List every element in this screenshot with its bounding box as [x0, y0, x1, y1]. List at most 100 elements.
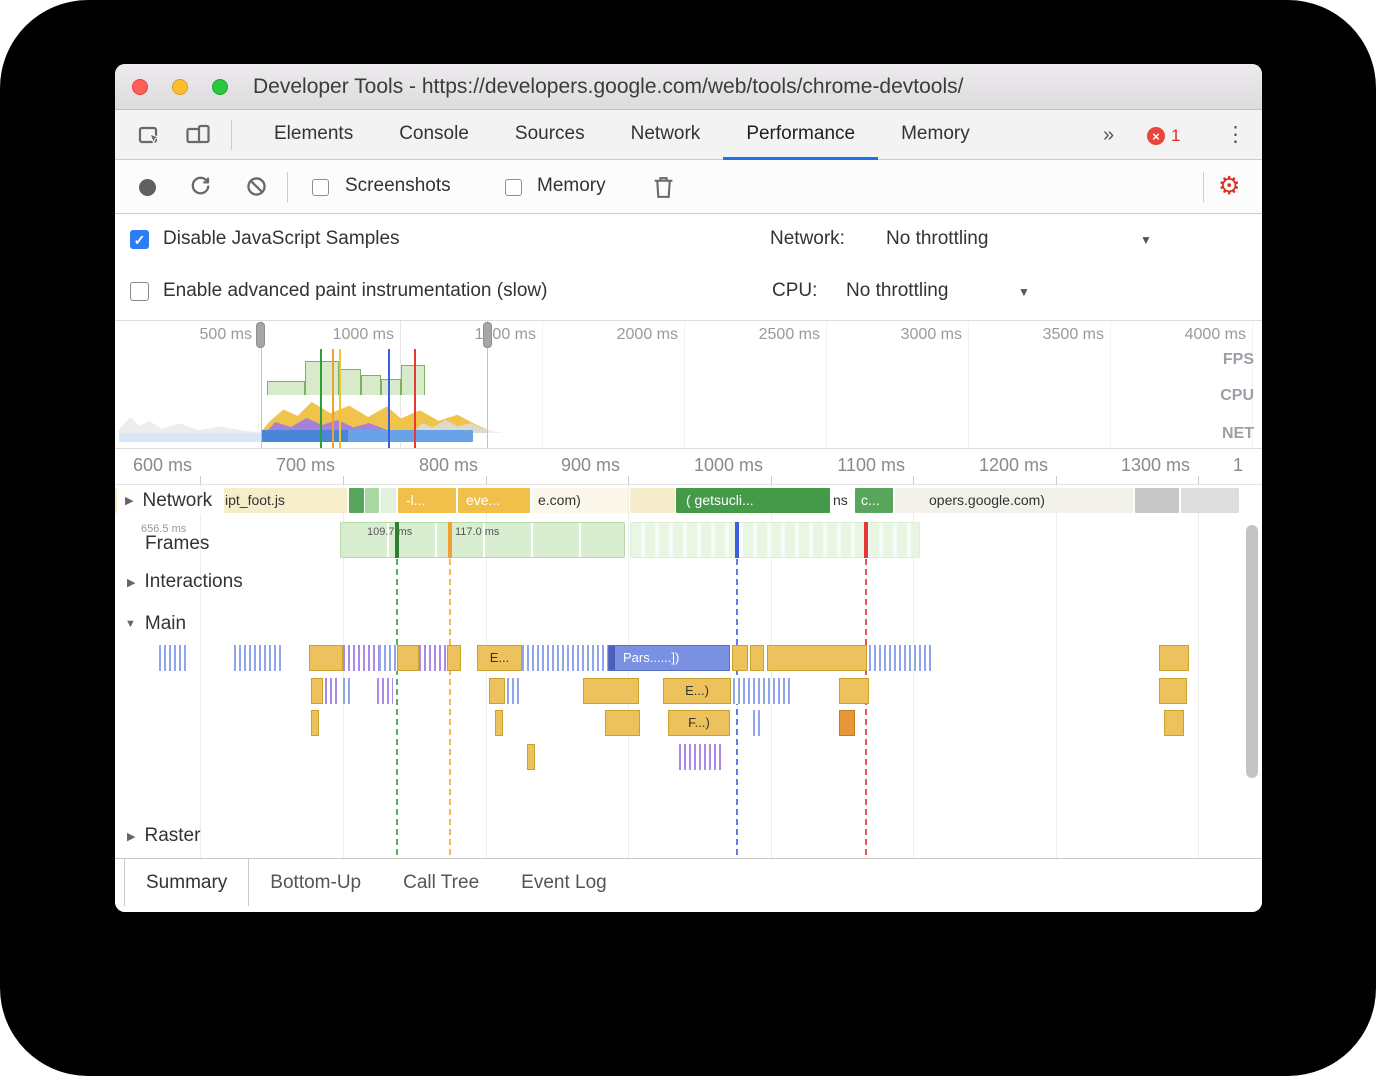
close-window-button[interactable] — [132, 79, 148, 95]
flame-bar[interactable] — [605, 710, 640, 736]
flame-bar[interactable] — [495, 710, 503, 736]
more-tabs-chevron[interactable]: » — [1103, 124, 1115, 146]
flame-bar[interactable]: E... — [477, 645, 522, 671]
network-request-bar[interactable]: ns — [831, 488, 853, 513]
vertical-scrollbar-thumb[interactable] — [1246, 525, 1258, 778]
flame-bar[interactable] — [733, 678, 791, 704]
flame-bar[interactable] — [753, 710, 763, 736]
toolbar-separator-right — [1203, 172, 1204, 202]
flame-bar[interactable] — [309, 645, 343, 671]
ruler-tick-label: 1000 ms — [693, 455, 763, 475]
network-request-bar[interactable] — [630, 488, 675, 513]
tab-network[interactable]: Network — [630, 123, 701, 144]
flame-bar[interactable] — [679, 744, 721, 770]
device-toolbar-icon[interactable] — [185, 122, 211, 153]
flame-bar[interactable] — [839, 678, 869, 704]
bottom-tab-call-tree[interactable]: Call Tree — [403, 872, 480, 893]
flame-bar[interactable] — [767, 645, 867, 671]
network-request-bar[interactable]: c... — [855, 488, 893, 513]
main-track-header[interactable]: ▼ Main — [125, 613, 186, 635]
tab-elements[interactable]: Elements — [274, 123, 354, 144]
flame-bar[interactable] — [311, 678, 323, 704]
network-request-bar[interactable] — [349, 488, 364, 513]
selection-left-handle[interactable] — [256, 322, 265, 348]
flame-bar[interactable] — [159, 645, 189, 671]
flame-bar[interactable] — [522, 645, 608, 671]
flame-bar[interactable] — [343, 678, 353, 704]
flame-bar[interactable] — [583, 678, 639, 704]
flame-bar[interactable] — [507, 678, 519, 704]
flame-bar[interactable]: F...) — [668, 710, 730, 736]
bottom-tab-event-log[interactable]: Event Log — [521, 872, 607, 893]
network-request-bar[interactable]: eve... — [458, 488, 530, 513]
flame-bar[interactable]: E...) — [663, 678, 731, 704]
flame-bar[interactable] — [869, 645, 931, 671]
screenshots-label: Screenshots — [345, 175, 451, 196]
tab-memory[interactable]: Memory — [901, 123, 970, 144]
flame-bar[interactable] — [447, 645, 461, 671]
frame-block[interactable] — [340, 522, 625, 558]
flame-bar[interactable] — [377, 678, 393, 704]
flame-bar[interactable] — [750, 645, 764, 671]
interactions-track-header[interactable]: ▶ Interactions — [127, 571, 243, 593]
network-request-bar[interactable]: -l... — [398, 488, 456, 513]
devtools-tabs: Elements Console Sources Network Performance… — [251, 110, 993, 160]
memory-checkbox[interactable] — [505, 179, 522, 196]
error-badge[interactable]: × 1 — [1147, 126, 1180, 146]
inspect-element-icon[interactable] — [137, 122, 163, 153]
disable-js-samples-checkbox[interactable]: ✓ — [130, 230, 149, 249]
network-request-bar[interactable] — [1135, 488, 1179, 513]
zoom-window-button[interactable] — [212, 79, 228, 95]
tab-performance[interactable]: Performance — [723, 110, 878, 160]
minimize-window-button[interactable] — [172, 79, 188, 95]
network-track-label: Network — [142, 489, 213, 511]
frame-block[interactable] — [630, 522, 920, 558]
capture-settings-gear-icon[interactable]: ⚙ — [1218, 172, 1241, 200]
flame-bar[interactable] — [419, 645, 447, 671]
flame-bar[interactable] — [1159, 678, 1187, 704]
cpu-throttle-select[interactable]: No throttling — [846, 280, 949, 301]
flame-bar[interactable] — [527, 744, 535, 770]
flame-bar[interactable] — [343, 645, 379, 671]
network-request-bar[interactable]: ( getsucli... — [676, 488, 830, 513]
fps-chart-step — [267, 381, 305, 395]
frames-track-header[interactable]: Frames — [145, 533, 209, 555]
network-request-bar[interactable]: opers.google.com) — [895, 488, 1133, 513]
bottom-tab-bottom-up[interactable]: Bottom-Up — [270, 872, 362, 893]
network-request-bar[interactable]: e.com) — [532, 488, 628, 513]
flame-bar[interactable] — [325, 678, 337, 704]
network-throttle-select[interactable]: No throttling — [886, 228, 989, 249]
devtools-tabbar: Elements Console Sources Network Performance… — [115, 110, 1262, 160]
network-request-bar[interactable] — [365, 488, 379, 513]
screenshots-checkbox[interactable] — [312, 179, 329, 196]
network-track-header[interactable]: ▶ Network — [117, 487, 225, 514]
flame-bar[interactable] — [311, 710, 319, 736]
selection-right-handle[interactable] — [483, 322, 492, 348]
flame-bar[interactable] — [1164, 710, 1184, 736]
flame-bar[interactable] — [234, 645, 284, 671]
clear-recording-icon[interactable] — [245, 175, 268, 203]
flame-bar[interactable] — [379, 645, 397, 671]
raster-track-header[interactable]: ▶ Raster — [127, 825, 200, 847]
tab-sources[interactable]: Sources — [514, 123, 585, 144]
reload-and-profile-icon[interactable] — [189, 175, 212, 203]
menu-kebab-icon[interactable]: ⋮ — [1225, 123, 1246, 146]
trash-icon[interactable] — [652, 175, 675, 205]
network-request-bar[interactable] — [381, 488, 396, 513]
ruler-tick-label: 900 ms — [560, 455, 620, 475]
flame-bar[interactable] — [397, 645, 419, 671]
bottom-tab-summary[interactable]: Summary — [124, 859, 250, 906]
flame-bar[interactable]: Pars......]) — [608, 645, 730, 671]
disable-js-samples-label: Disable JavaScript Samples — [163, 228, 400, 249]
flame-bar[interactable] — [732, 645, 748, 671]
timeline-overview[interactable]: 500 ms 1000 ms 1500 ms 2000 ms 2500 ms 3000 m… — [115, 320, 1262, 449]
flame-bar[interactable] — [489, 678, 505, 704]
track-gridline — [913, 485, 914, 858]
record-button[interactable] — [139, 179, 156, 196]
advanced-paint-checkbox[interactable] — [130, 282, 149, 301]
tab-console[interactable]: Console — [399, 123, 469, 144]
network-request-bar[interactable] — [1181, 488, 1239, 513]
track-gridline — [771, 485, 772, 858]
flame-bar[interactable] — [1159, 645, 1189, 671]
flame-bar[interactable] — [839, 710, 855, 736]
